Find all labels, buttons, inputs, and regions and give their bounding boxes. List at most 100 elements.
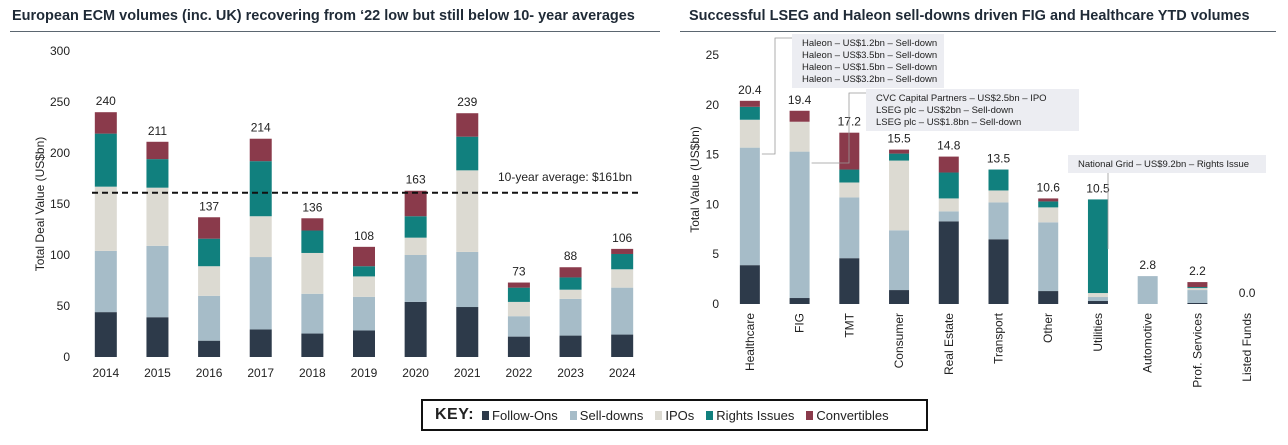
total-label: 2.2	[1189, 264, 1206, 278]
bar-segment-convertibles	[146, 141, 169, 160]
x-tick-label: 2023	[557, 366, 584, 380]
bar-segment-rights-issues	[1038, 201, 1059, 208]
bar-segment-sell-downs	[611, 287, 634, 335]
bar-segment-convertibles	[1187, 282, 1208, 288]
bar-segment-convertibles	[789, 110, 810, 122]
right-sector-volume-chart: 0 5 10 15 20 25 Total Value (US$bn) 20.4 Healthc…	[688, 34, 1266, 388]
y-tick-label: 150	[50, 197, 70, 211]
x-tick-label: Other	[1041, 313, 1055, 343]
bar-segment-sell-downs	[456, 251, 479, 308]
total-label: 17.2	[838, 115, 862, 129]
bar-segment-sell-downs	[1187, 290, 1208, 304]
annotation-box-utilities	[1068, 155, 1266, 173]
bar-segment-convertibles	[1038, 198, 1059, 202]
bar-segment-convertibles	[507, 282, 530, 288]
left-ecm-volume-chart: 0 50 100 150 200 250 300 Total Deal Value (US$b…	[33, 44, 638, 380]
legend-title: KEY:	[435, 406, 475, 423]
bar-segment-sell-downs	[938, 211, 959, 222]
y-tick-label: 0	[712, 297, 719, 311]
total-label: 2.8	[1139, 258, 1156, 272]
legend-item-rights-issues: Rights Issues	[706, 408, 794, 423]
x-tick-label: Transport	[992, 312, 1006, 364]
bar-segment-follow-ons	[507, 336, 530, 357]
legend-item-sell-downs: Sell-downs	[569, 407, 644, 423]
annotation-text: Haleon – US$1.2bn – Sell-down	[802, 38, 937, 49]
bar-segment-sell-downs	[1087, 297, 1108, 302]
bar-segment-sell-downs	[839, 197, 860, 259]
bar-segment-rights-issues	[249, 161, 272, 217]
x-tick-label: 2019	[351, 366, 378, 380]
bar-segment-sell-downs	[559, 298, 582, 336]
bar-segment-sell-downs	[507, 316, 530, 337]
bar-segment-ipos	[249, 216, 272, 258]
total-label: 239	[457, 95, 477, 109]
y-tick-label: 50	[57, 299, 71, 313]
annotation-box-healthcare	[792, 34, 944, 88]
bar-segment-rights-issues	[146, 159, 169, 188]
total-label: 108	[354, 229, 374, 243]
bar-segment-ipos	[353, 276, 375, 297]
legend-label-convertibles: Convertibles	[816, 407, 889, 423]
bar-segment-ipos	[559, 289, 582, 299]
x-tick-label: 2024	[609, 366, 636, 380]
bar-segment-follow-ons	[611, 334, 634, 357]
legend-swatch-ipos	[655, 410, 663, 420]
bar-segment-sell-downs	[789, 151, 810, 299]
annotation-text: LSEG plc – US$2bn – Sell-down	[876, 105, 1013, 116]
bar-segment-convertibles	[739, 100, 760, 107]
bar-segment-convertibles	[94, 112, 117, 134]
bar-segment-follow-ons	[988, 239, 1009, 304]
total-label: 240	[96, 94, 116, 108]
bar-segment-follow-ons	[839, 258, 860, 304]
bar-segment-ipos	[456, 170, 479, 252]
legend-item-convertibles: Convertibles	[806, 407, 889, 423]
legend-item-ipos: IPOs	[655, 408, 694, 423]
total-label: 14.8	[937, 139, 961, 153]
bar-segment-sell-downs	[739, 147, 760, 266]
bar-segment-follow-ons	[249, 329, 272, 357]
bar-segment-convertibles	[559, 267, 582, 278]
x-tick-label: Real Estate	[942, 313, 956, 375]
x-tick-label: 2018	[299, 366, 326, 380]
total-label: 106	[612, 231, 632, 245]
bar-segment-rights-issues	[198, 238, 221, 267]
legend-swatch-sell-downs	[569, 410, 577, 420]
annotation-connector-fig	[811, 92, 866, 164]
y-tick-label: 100	[50, 248, 70, 262]
legend-swatch-rights-issues	[706, 410, 714, 420]
total-label: 73	[512, 265, 526, 279]
x-tick-label: Automotive	[1141, 313, 1155, 373]
x-tick-label: Prof. Services	[1190, 313, 1204, 388]
bar-segment-ipos	[1187, 288, 1208, 291]
bar-segment-ipos	[938, 198, 959, 212]
total-label: 163	[406, 173, 426, 187]
bar-segment-follow-ons	[559, 335, 582, 357]
bar-segment-rights-issues	[353, 266, 375, 277]
legend-label-follow-ons: Follow-Ons	[492, 407, 558, 423]
y-tick-label: 15	[706, 148, 720, 162]
bar-segment-follow-ons	[1087, 301, 1108, 304]
total-label: 214	[251, 121, 271, 135]
bar-segment-sell-downs	[404, 255, 427, 302]
bar-segment-rights-issues	[301, 230, 324, 253]
bar-segment-follow-ons	[404, 301, 427, 357]
y-axis-label: Total Deal Value (US$bn)	[33, 137, 47, 272]
bar-segment-rights-issues	[404, 216, 427, 238]
bar-segment-ipos	[889, 160, 910, 231]
y-axis-label: Total Value (US$bn)	[688, 126, 702, 233]
total-label: 10.5	[1086, 181, 1110, 195]
bar-segment-sell-downs	[1137, 276, 1158, 304]
bar-segment-sell-downs	[301, 293, 324, 334]
bar-segment-convertibles	[889, 149, 910, 154]
legend-swatch-follow-ons	[482, 410, 490, 420]
y-tick-label: 25	[706, 48, 720, 62]
bar-segment-rights-issues	[94, 133, 117, 187]
y-tick-label: 250	[50, 95, 70, 109]
y-tick-label: 10	[706, 197, 720, 211]
ten-year-average-label: 10-year average: $161bn	[498, 170, 632, 184]
total-label: 13.5	[987, 152, 1011, 166]
legend-label-sell-downs: Sell-downs	[579, 407, 644, 423]
right-title-rule	[680, 31, 1276, 32]
annotation-text: Haleon – US$3.5bn – Sell-down	[802, 50, 937, 61]
right-chart-title: Successful LSEG and Haleon sell-downs dr…	[689, 8, 1250, 24]
